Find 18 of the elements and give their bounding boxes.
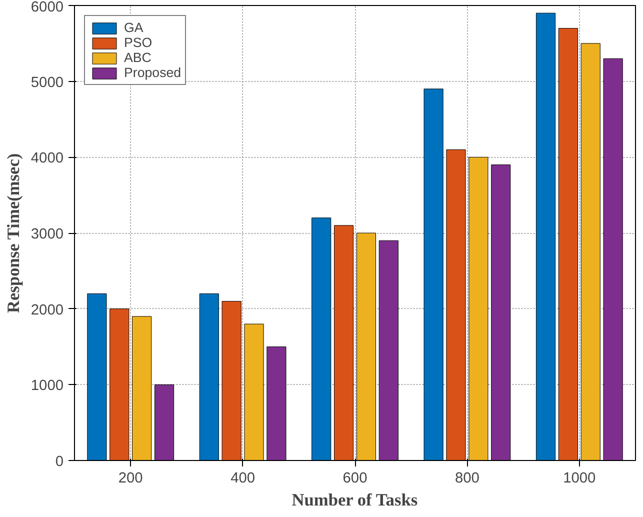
- y-tick-label: 1000: [30, 378, 64, 394]
- x-tick-label: 600: [342, 470, 368, 486]
- x-tick-label: 400: [230, 470, 256, 486]
- y-tick-label: 4000: [30, 150, 64, 167]
- y-axis-title: Response Time(msec): [4, 153, 23, 313]
- legend-label: ABC: [124, 50, 152, 65]
- x-tick-label: 1000: [563, 470, 596, 486]
- x-tick-label: 200: [118, 470, 143, 486]
- y-tick-label: 0: [55, 454, 64, 470]
- legend-label: GA: [124, 20, 144, 35]
- x-tick-label: 800: [454, 470, 480, 486]
- legend-label: PSO: [124, 35, 152, 50]
- y-tick-label: 3000: [30, 226, 64, 242]
- x-axis-title: Number of Tasks: [292, 490, 418, 510]
- y-tick-label: 2000: [30, 302, 64, 318]
- y-tick-label: 6000: [30, 0, 64, 16]
- y-tick-label: 5000: [30, 74, 64, 91]
- legend-label: Proposed: [124, 65, 182, 80]
